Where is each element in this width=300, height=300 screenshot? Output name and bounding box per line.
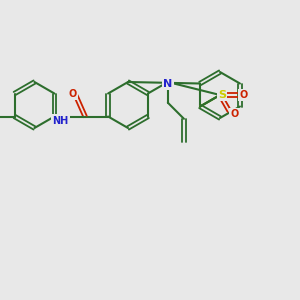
Text: NH: NH (52, 116, 68, 125)
Text: O: O (230, 109, 238, 119)
Text: N: N (163, 79, 172, 89)
Text: S: S (218, 90, 226, 100)
Text: O: O (239, 90, 247, 100)
Text: O: O (69, 89, 77, 99)
